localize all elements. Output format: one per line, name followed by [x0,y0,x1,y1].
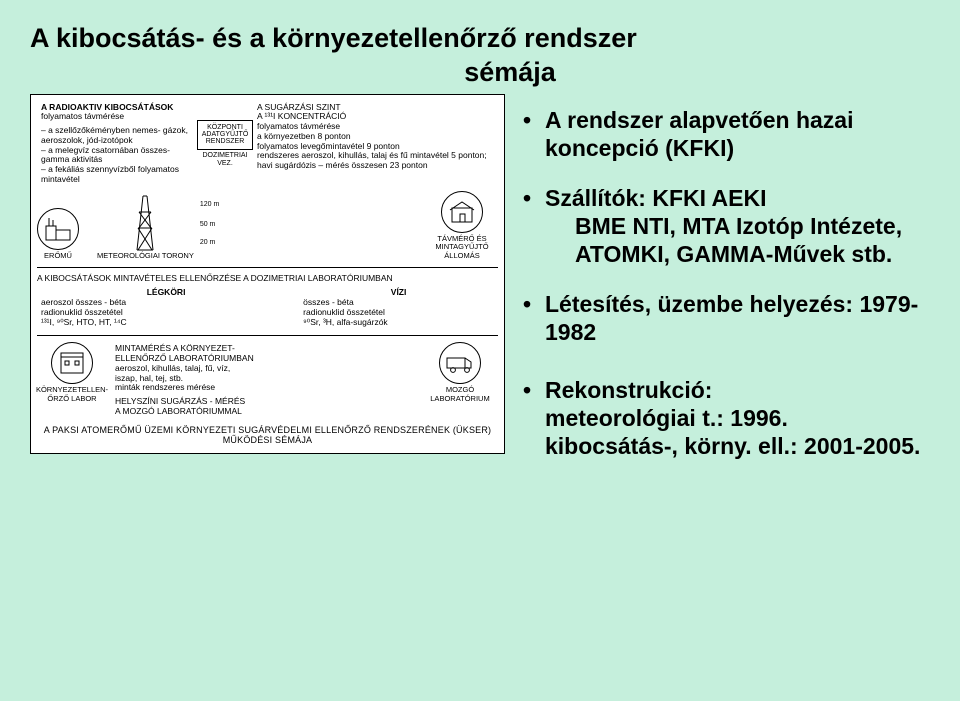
d-mid-left-label: ERŐMŰ [44,252,72,261]
bullet-sub: meteorológiai t.: 1996. [545,405,788,431]
bullet-text: Rekonstrukció: [545,377,712,403]
separator [37,335,498,336]
title-line-2: sémája [90,56,930,90]
plant-icon [37,208,79,250]
d-bottom-left-label: KÖRNYEZETELLEN-ŐRZŐ LABOR [36,386,108,403]
d-bot-line: A MOZGÓ LABORATÓRIUMMAL [115,407,414,417]
lab-icon [51,342,93,384]
meteo-scale: 120 m [200,201,219,209]
d-center-sub: DOZIMETRIAI VEZ. [201,152,249,168]
bullet-sub: kibocsátás-, körny. ell.: 2001-2005. [545,433,920,459]
d-mid-right-label: TÁVMÉRŐ ÉS MINTAGYŰJTŐ ÁLLOMÁS [426,235,498,261]
bullet-list: A rendszer alapvetően hazai koncepció (K… [523,94,930,482]
bullet-item: Szállítók: KFKI AEKI BME NTI, MTA Izotóp… [523,184,930,268]
d-bot-line: minták rendszeres mérése [115,383,414,393]
d-midcol-right-l3: ⁹⁰Sr, ³H, alfa-sugárzók [303,318,494,328]
diagram-figure: A RADIOAKTIV KIBOCSÁTÁSOK folyamatos táv… [30,94,505,455]
bullet-text: A rendszer alapvetően hazai koncepció (K… [545,107,853,161]
d-tl-item: – a szellőzőkéményben nemes- gázok, aero… [41,126,193,146]
d-center-box: KÖZPONTI ADATGYŰJTŐ RENDSZER [197,120,254,150]
d-bottom-right-label: MOZGÓ LABORATÓRIUM [422,386,498,403]
bullet-text: Létesítés, üzembe helyezés: 1979-1982 [545,291,918,345]
bullet-item: Létesítés, üzembe helyezés: 1979-1982 [523,290,930,346]
meteo-scale: 50 m [200,221,219,229]
bullet-item: Rekonstrukció: meteorológiai t.: 1996. k… [523,376,930,460]
content-columns: A RADIOAKTIV KIBOCSÁTÁSOK folyamatos táv… [30,94,930,482]
diagram-caption: A PAKSI ATOMERŐMŰ ÜZEMI KÖRNYEZETI SUGÁR… [37,425,498,446]
d-tl-item: – a fekáliás szennyvízből folyamatos min… [41,165,193,185]
title-line-1: A kibocsátás- és a környezetellenőrző re… [30,22,930,56]
d-midcol-left-l3: ¹³¹I, ⁹⁰Sr, HTO, HT, ¹⁴C [41,318,291,328]
d-mid-section-title: A KIBOCSÁTÁSOK MINTAVÉTELES ELLENŐRZÉSE … [37,274,498,284]
separator [37,267,498,268]
d-mid-meteo-label: METEOROLÓGIAI TORONY [97,252,194,261]
bullet-sub: BME NTI, MTA Izotóp Intézete, ATOMKI, GA… [575,212,930,268]
d-tl-item: – a melegvíz csatornában összes-gamma ak… [41,146,193,166]
page-title: A kibocsátás- és a környezetellenőrző re… [30,22,930,90]
van-icon [439,342,481,384]
bullet-text: Szállítók: KFKI AEKI [545,185,767,211]
station-icon [441,191,483,233]
meteo-scale: 20 m [200,239,219,247]
d-top-left-sub: folyamatos távmérése [41,112,193,122]
meteo-tower-icon [125,192,165,252]
d-tr-line: havi sugárdózis – mérés összesen 23 pont… [257,161,494,171]
bullet-item: A rendszer alapvetően hazai koncepció (K… [523,106,930,162]
